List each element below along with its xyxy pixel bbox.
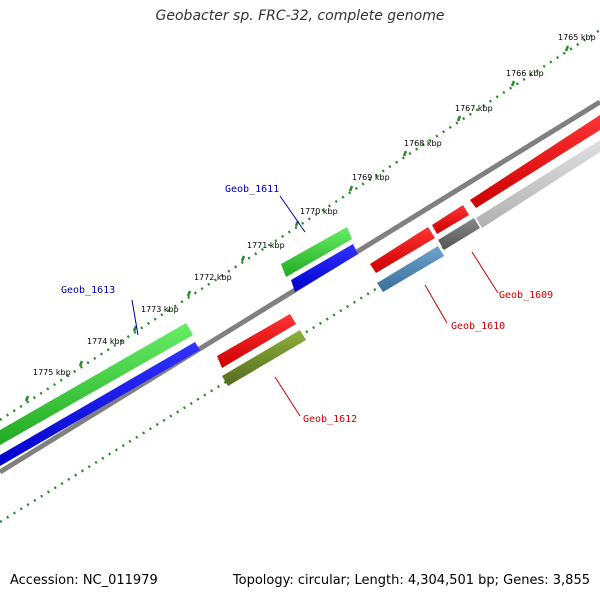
gene-geob-1611[interactable] xyxy=(281,227,358,292)
kbp-label: 1765 kbp xyxy=(558,33,596,42)
leader-line xyxy=(471,251,499,294)
gene-label[interactable]: Geob_1609 xyxy=(499,290,553,301)
gene-label[interactable]: Geob_1612 xyxy=(303,414,357,425)
leader-line xyxy=(131,299,139,336)
kbp-tick xyxy=(564,45,570,52)
kbp-tick xyxy=(240,255,246,262)
gene-label[interactable]: Geob_1611 xyxy=(225,184,279,195)
leader-line xyxy=(424,284,448,324)
leader-line xyxy=(279,195,306,233)
gene-geob-1612[interactable] xyxy=(217,314,306,386)
gene-label[interactable]: Geob_1610 xyxy=(451,321,505,332)
leader-line xyxy=(274,376,301,417)
kbp-tick xyxy=(348,185,354,192)
gene-geob-1610[interactable] xyxy=(370,227,444,292)
kbp-tick xyxy=(186,290,192,297)
kbp-label: 1767 kbp xyxy=(455,104,493,113)
kbp-label: 1769 kbp xyxy=(352,173,390,182)
kbp-label: 1768 kbp xyxy=(404,139,442,148)
kbp-tick xyxy=(456,115,462,122)
kbp-tick xyxy=(24,395,30,402)
accession-label: Accession: NC_011979 xyxy=(10,573,158,588)
kbp-label: 1773 kbp xyxy=(141,305,179,314)
kbp-label: 1772 kbp xyxy=(194,273,232,282)
genome-summary: Topology: circular; Length: 4,304,501 bp… xyxy=(232,573,590,588)
kbp-tick xyxy=(78,360,84,367)
map-title: Geobacter sp. FRC-32, complete genome xyxy=(155,8,445,24)
kbp-tick xyxy=(132,325,138,332)
kbp-label: 1774 kbp xyxy=(87,337,125,346)
gene-label[interactable]: Geob_1613 xyxy=(61,285,115,296)
gene-geob-1613[interactable] xyxy=(0,323,200,466)
kbp-label: 1775 kbp xyxy=(33,368,71,377)
kbp-label: 1770 kbp xyxy=(300,207,338,216)
kbp-label: 1771 kbp xyxy=(247,241,285,250)
kbp-tick xyxy=(402,150,408,157)
kbp-tick xyxy=(510,80,516,87)
kbp-label: 1766 kbp xyxy=(506,69,544,78)
gene-geob-1609[interactable] xyxy=(432,115,600,250)
